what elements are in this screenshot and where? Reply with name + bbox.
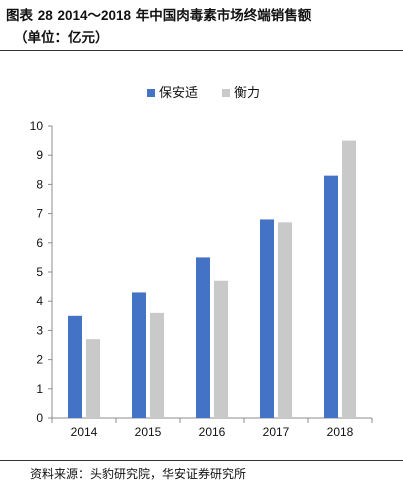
x-tick-label: 2016 bbox=[199, 425, 226, 439]
bar-1-2018 bbox=[324, 175, 338, 418]
y-tick-label: 2 bbox=[36, 353, 43, 367]
bar-1-2014 bbox=[68, 315, 82, 418]
bar-1-2015 bbox=[132, 292, 146, 418]
x-tick-label: 2015 bbox=[135, 425, 162, 439]
bar-2-2015 bbox=[150, 312, 164, 418]
x-tick-label: 2018 bbox=[327, 425, 354, 439]
y-tick-label: 1 bbox=[36, 382, 43, 396]
y-tick-label: 9 bbox=[36, 148, 43, 162]
legend-swatch-2 bbox=[222, 89, 230, 97]
y-tick-label: 10 bbox=[30, 119, 44, 133]
y-tick-label: 7 bbox=[36, 207, 43, 221]
y-tick-label: 6 bbox=[36, 236, 43, 250]
y-tick-label: 5 bbox=[36, 265, 43, 279]
x-tick-label: 2017 bbox=[263, 425, 290, 439]
bar-2-2014 bbox=[86, 339, 100, 418]
x-tick-label: 2014 bbox=[71, 425, 98, 439]
top-divider bbox=[0, 50, 403, 51]
y-tick-label: 0 bbox=[36, 411, 43, 425]
legend-label-2: 衡力 bbox=[234, 86, 260, 101]
source-note: 资料来源：头豹研究院，华安证券研究所 bbox=[30, 467, 247, 481]
title-text: 年中国肉毒素市场终端销售额 bbox=[135, 8, 312, 24]
bar-2-2018 bbox=[342, 140, 356, 418]
bar-1-2016 bbox=[196, 257, 210, 418]
chart-subtitle: （单位：亿元） bbox=[14, 30, 109, 46]
bottom-divider bbox=[0, 460, 403, 461]
bar-chart: 保安适 衡力 0 1 2 3 4 5 6 7 8 9 10 2014 2015 2016 2017 2018 bbox=[30, 86, 373, 439]
y-tick-label: 4 bbox=[36, 294, 43, 308]
title-years: 2014～2018 bbox=[57, 8, 132, 23]
title-prefix: 图表 bbox=[6, 8, 33, 24]
bar-2-2016 bbox=[214, 280, 228, 418]
bar-2-2017 bbox=[278, 222, 292, 418]
y-tick-label: 8 bbox=[36, 177, 43, 191]
y-tick-label: 3 bbox=[36, 323, 43, 337]
chart-title: 图表 28 2014～2018 年中国肉毒素市场终端销售额 bbox=[6, 4, 311, 24]
legend-label-1: 保安适 bbox=[159, 86, 198, 101]
legend-swatch-1 bbox=[147, 89, 155, 97]
title-number: 28 bbox=[37, 8, 53, 23]
bar-1-2017 bbox=[260, 219, 274, 418]
